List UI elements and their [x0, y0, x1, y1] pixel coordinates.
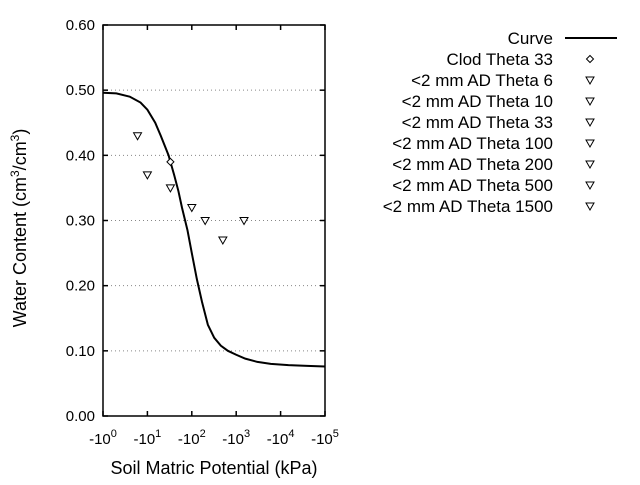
y-tick-label: 0.60 [66, 17, 95, 34]
legend-label: <2 mm AD Theta 33 [402, 113, 553, 132]
y-axis-title-mid: /cm [10, 141, 30, 170]
legend-marker-swatch [585, 118, 595, 128]
y-tick-label: 0.30 [66, 213, 95, 230]
y-tick-label: 0.40 [66, 147, 95, 164]
data-point [166, 157, 175, 167]
data-point [200, 217, 211, 226]
tick-layer: 0.00 0.10 0.20 0.30 0.40 0.50 0.60 -100 -101 -102… [66, 17, 339, 448]
x-tick-label: -101 [133, 428, 161, 448]
legend-marker-swatch [585, 202, 595, 212]
x-tick-label: -100 [89, 428, 117, 448]
grid-layer [103, 89, 325, 352]
y-axis-title-main: Water Content (cm [10, 177, 30, 327]
curve-layer [102, 91, 326, 368]
legend-marker-swatch [585, 139, 595, 149]
marker-layer [132, 132, 249, 246]
x-tick-label: -102 [178, 428, 206, 448]
legend-marker-swatch [585, 181, 595, 191]
data-point [165, 184, 176, 193]
y-tick-label: 0.50 [66, 82, 95, 99]
legend-label: <2 mm AD Theta 100 [392, 134, 553, 153]
y-axis-title-sup: 3 [8, 170, 22, 177]
y-tick-label: 0.20 [66, 278, 95, 295]
y-tick-label: 0.00 [66, 408, 95, 425]
legend-marker-swatch [585, 54, 595, 64]
legend-label: <2 mm AD Theta 200 [392, 155, 553, 174]
data-point [132, 132, 143, 141]
series-curve-line [102, 91, 326, 368]
legend-label: <2 mm AD Theta 10 [402, 92, 553, 111]
y-axis-title-end: ) [10, 129, 30, 135]
legend-marker-swatch [585, 97, 595, 107]
legend-label: Clod Theta 33 [447, 50, 553, 69]
x-tick-label: -103 [222, 428, 250, 448]
data-point [239, 217, 249, 226]
data-point [142, 171, 153, 180]
y-tick-label: 0.10 [66, 343, 95, 360]
legend-label: Curve [508, 29, 553, 48]
legend-label: <2 mm AD Theta 1500 [383, 197, 553, 216]
legend-label: <2 mm AD Theta 500 [392, 176, 553, 195]
legend-marker-swatch [585, 76, 595, 86]
data-point [186, 203, 197, 213]
y-axis-title: Water Content (cm3/cm3) [8, 129, 30, 328]
legend-label: <2 mm AD Theta 6 [411, 71, 553, 90]
x-tick-label: -105 [311, 428, 339, 448]
data-point [217, 236, 228, 246]
legend: Curve Clod Theta 33 <2 mm AD Theta 6 <2 mm … [383, 29, 617, 216]
legend-marker-swatch [585, 160, 595, 170]
x-tick-label: -104 [267, 428, 295, 448]
x-axis-title: Soil Matric Potential (kPa) [110, 458, 317, 478]
y-axis-title-sup2: 3 [8, 134, 22, 141]
